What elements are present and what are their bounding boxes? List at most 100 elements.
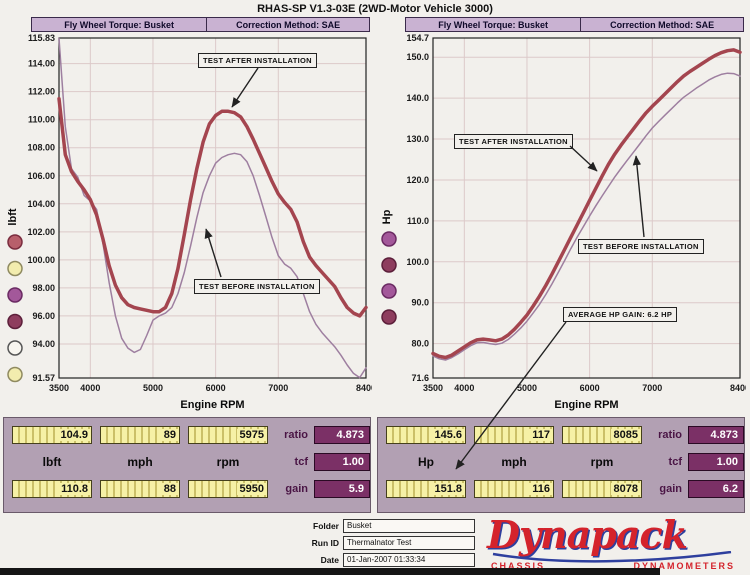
tcf-label: tcf — [294, 456, 308, 468]
svg-text:3500: 3500 — [423, 383, 443, 393]
dynapack-wordmark: Dynapack — [487, 512, 688, 557]
app-title: RHAS-SP V1.3-03E (2WD-Motor Vehicle 3000… — [257, 3, 493, 15]
torque-readout-row-2: 110.8 88 5950 gain 5.9 — [12, 480, 370, 498]
tcf-value: 1.00 — [314, 453, 370, 471]
svg-text:5000: 5000 — [517, 383, 537, 393]
hp-speed-peak-value: 117 — [474, 426, 554, 444]
hp-tcf-label: tcf — [668, 456, 682, 468]
hp-rpm-peak-value-2: 8078 — [562, 480, 642, 498]
hp-readout-row-1: 145.6 117 8085 ratio 4.873 — [386, 426, 744, 444]
torque-peak-value: 104.9 — [12, 426, 92, 444]
torque-source-selector[interactable]: Fly Wheel Torque: Busket — [31, 17, 208, 32]
hp-chart-panel: Fly Wheel Torque: Busket Correction Meth… — [377, 17, 746, 417]
svg-text:130.0: 130.0 — [406, 134, 429, 144]
svg-text:71.6: 71.6 — [411, 373, 429, 383]
hp-rpm-peak-value: 8085 — [562, 426, 642, 444]
svg-text:4000: 4000 — [454, 383, 474, 393]
annotation-hp-gain: AVERAGE HP GAIN: 6.2 HP — [563, 307, 678, 322]
svg-text:8400: 8400 — [356, 383, 372, 393]
unit-label-lbft: lbft — [42, 455, 62, 469]
hp-gain-value: 6.2 — [688, 480, 744, 498]
hp-readout-row-units: Hp mph rpm tcf 1.00 — [386, 453, 744, 471]
hp-chart: 3500 4000 5000 6000 7000 8400 154.7 150.0 140.0 1… — [381, 33, 746, 411]
svg-text:5000: 5000 — [143, 383, 163, 393]
svg-text:150.0: 150.0 — [406, 52, 429, 62]
hp-readout-panel: 145.6 117 8085 ratio 4.873 Hp mph rpm tc… — [377, 417, 745, 513]
hp-peak-value: 145.6 — [386, 426, 466, 444]
scan-bottom-bar — [0, 568, 660, 575]
run-id-input[interactable]: Thermalnator Test — [343, 535, 475, 550]
logo-tagline: CHASSIS DYNAMOMETERS — [491, 561, 735, 571]
annotation-before-hp: TEST BEFORE INSTALLATION — [578, 239, 704, 254]
svg-text:100.00: 100.00 — [27, 255, 55, 265]
hp-correction-selector[interactable]: Correction Method: SAE — [581, 17, 744, 32]
svg-text:140.0: 140.0 — [406, 93, 429, 103]
hp-ratio-label: ratio — [658, 429, 682, 441]
svg-text:7000: 7000 — [642, 383, 662, 393]
torque-readout-row-units: lbft mph rpm tcf 1.00 — [12, 453, 370, 471]
hp-tcf-value: 1.00 — [688, 453, 744, 471]
hp-gain-label: gain — [659, 483, 682, 495]
svg-text:Hp: Hp — [381, 209, 393, 224]
svg-text:Engine RPM: Engine RPM — [554, 399, 618, 411]
hp-peak-value-2: 151.8 — [386, 480, 466, 498]
unit-label-rpm-2: rpm — [590, 455, 614, 469]
run-id-field-row: Run ID Thermalnator Test — [287, 535, 475, 550]
unit-label-hp: Hp — [418, 455, 434, 469]
svg-text:108.00: 108.00 — [27, 143, 55, 153]
date-label: Date — [320, 554, 339, 565]
speed-peak-value-2: 88 — [100, 480, 180, 498]
svg-text:96.00: 96.00 — [32, 311, 55, 321]
gain-label: gain — [285, 483, 308, 495]
annotation-after-torque: TEST AFTER INSTALLATION — [198, 53, 317, 68]
svg-text:110.00: 110.00 — [28, 115, 55, 125]
svg-text:8400: 8400 — [730, 383, 746, 393]
svg-text:90.0: 90.0 — [411, 298, 429, 308]
hp-ratio-value: 4.873 — [688, 426, 744, 444]
svg-text:3500: 3500 — [49, 383, 69, 393]
ratio-value: 4.873 — [314, 426, 370, 444]
svg-text:lbft: lbft — [7, 208, 19, 225]
svg-text:98.00: 98.00 — [32, 283, 55, 293]
svg-text:6000: 6000 — [206, 383, 226, 393]
hp-source-selector[interactable]: Fly Wheel Torque: Busket — [405, 17, 582, 32]
svg-text:120.0: 120.0 — [406, 175, 429, 185]
svg-text:80.0: 80.0 — [411, 339, 429, 349]
torque-chart-panel: Fly Wheel Torque: Busket Correction Meth… — [3, 17, 372, 417]
logo-tagline-dynamometers: DYNAMOMETERS — [633, 561, 735, 571]
torque-readout-panel: 104.9 89 5975 ratio 4.873 lbft mph rpm t… — [3, 417, 371, 513]
run-id-label: Run ID — [311, 537, 339, 548]
dynapack-logo: Dynapack CHASSIS DYNAMOMETERS — [487, 515, 739, 573]
unit-label-mph: mph — [127, 455, 153, 469]
speed-peak-value: 89 — [100, 426, 180, 444]
svg-text:154.7: 154.7 — [406, 33, 429, 43]
torque-correction-selector[interactable]: Correction Method: SAE — [207, 17, 370, 32]
annotation-after-hp: TEST AFTER INSTALLATION — [454, 134, 573, 149]
torque-readout-row-1: 104.9 89 5975 ratio 4.873 — [12, 426, 370, 444]
date-field-row: Date 01-Jan-2007 01:33:34 — [287, 552, 475, 567]
svg-text:106.00: 106.00 — [27, 171, 55, 181]
folder-input[interactable]: Busket — [343, 518, 475, 533]
svg-text:94.00: 94.00 — [32, 339, 55, 349]
rpm-peak-value: 5975 — [188, 426, 268, 444]
svg-text:115.83: 115.83 — [28, 33, 55, 43]
svg-text:114.00: 114.00 — [28, 59, 55, 69]
logo-swoosh — [492, 551, 732, 563]
svg-text:Engine RPM: Engine RPM — [180, 399, 244, 411]
annotation-before-torque: TEST BEFORE INSTALLATION — [194, 279, 320, 294]
folder-field-row: Folder Busket — [287, 518, 475, 533]
svg-text:102.00: 102.00 — [27, 227, 55, 237]
svg-text:91.57: 91.57 — [32, 373, 55, 383]
svg-text:112.00: 112.00 — [28, 87, 55, 97]
date-input[interactable]: 01-Jan-2007 01:33:34 — [343, 552, 475, 567]
svg-text:7000: 7000 — [268, 383, 288, 393]
hp-chart-header: Fly Wheel Torque: Busket Correction Meth… — [405, 17, 744, 32]
hp-speed-peak-value-2: 116 — [474, 480, 554, 498]
logo-tagline-chassis: CHASSIS — [491, 561, 546, 571]
torque-peak-value-2: 110.8 — [12, 480, 92, 498]
torque-chart: 3500 4000 5000 6000 7000 8400 115.83 114.00 112.… — [7, 33, 372, 411]
svg-text:4000: 4000 — [80, 383, 100, 393]
svg-text:110.0: 110.0 — [407, 216, 429, 226]
unit-label-mph-2: mph — [501, 455, 527, 469]
